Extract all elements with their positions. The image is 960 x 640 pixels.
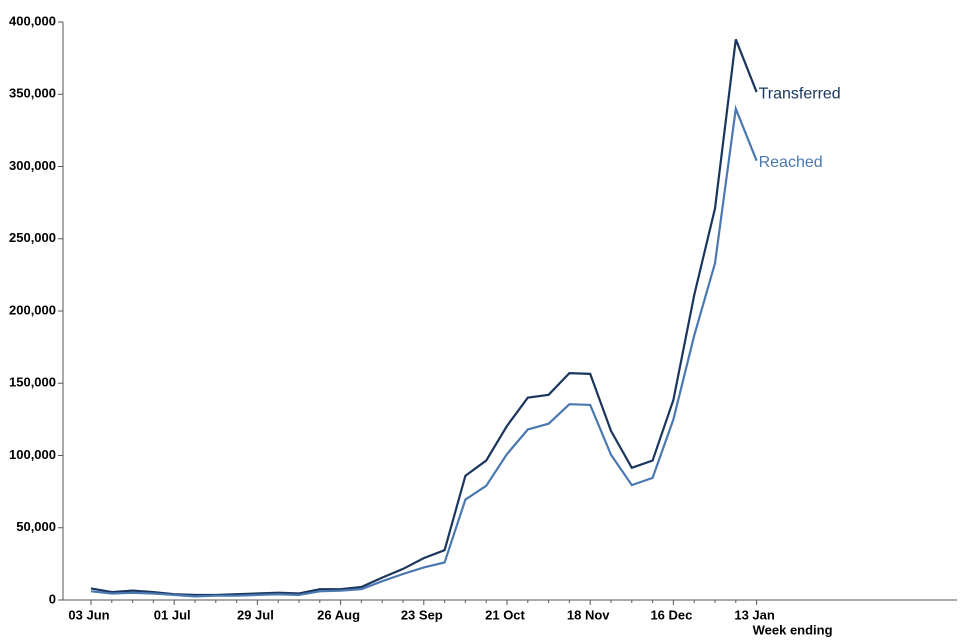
x-tick-label: 16 Dec: [650, 607, 692, 622]
y-tick-label: 0: [49, 591, 56, 606]
y-tick-label: 150,000: [9, 375, 56, 390]
y-tick-label: 250,000: [9, 230, 56, 245]
y-tick-label: 400,000: [9, 13, 56, 28]
x-tick-label: 26 Aug: [317, 607, 360, 622]
series-label: Transferred: [759, 85, 841, 102]
x-axis-title: Week ending: [753, 622, 833, 637]
x-tick-label: 01 Jul: [154, 607, 191, 622]
x-tick-label: 18 Nov: [567, 607, 610, 622]
x-tick-label: 29 Jul: [237, 607, 274, 622]
y-tick-label: 350,000: [9, 86, 56, 101]
x-tick-label: 23 Sep: [401, 607, 443, 622]
x-tick-label: 13 Jan: [734, 607, 775, 622]
y-tick-label: 200,000: [9, 302, 56, 317]
y-tick-label: 50,000: [16, 519, 56, 534]
y-tick-label: 100,000: [9, 447, 56, 462]
x-tick-label: 21 Oct: [485, 607, 525, 622]
x-tick-label: 03 Jun: [68, 607, 109, 622]
series-line: [90, 38, 758, 597]
series-line: [90, 104, 758, 598]
series-label: Reached: [759, 154, 823, 171]
y-tick-label: 300,000: [9, 158, 56, 173]
